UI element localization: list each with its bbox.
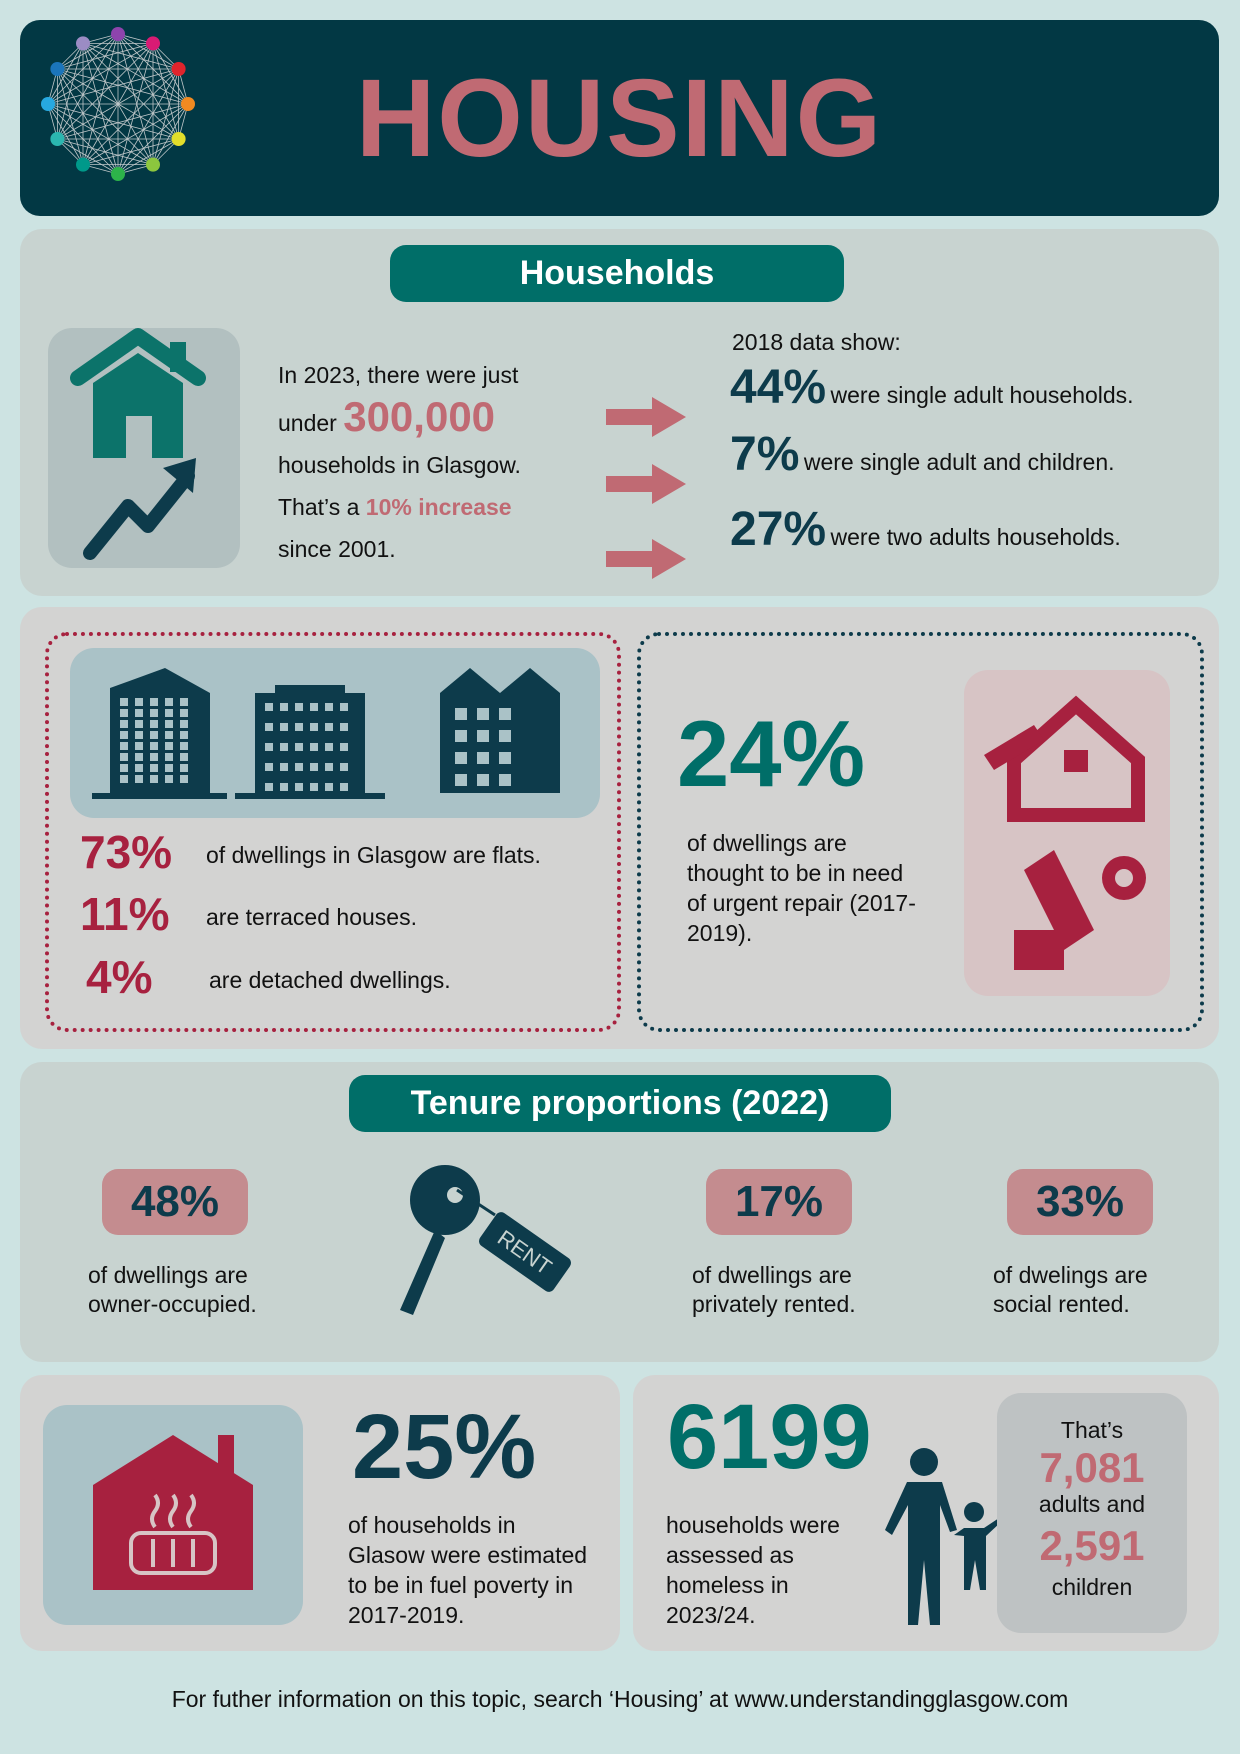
homeless-text: households were assessed as homeless in … (666, 1512, 840, 1628)
household-stat: 44% were single adult households. (730, 361, 1134, 414)
tenure-value-badge: 48% (102, 1169, 248, 1235)
dwelling-type-value: 11% (80, 888, 170, 940)
households-heading: Households (390, 245, 844, 302)
house-growth-card (48, 328, 240, 568)
household-stat: 27% were two adults households. (730, 503, 1121, 556)
logo-node (111, 167, 125, 181)
tenure-text: of dwelings are social rented. (993, 1262, 1148, 1317)
buildings-icon (92, 668, 560, 808)
tenure-value-badge: 17% (706, 1169, 852, 1235)
dwelling-types-box (45, 632, 621, 1032)
children-value: 2,591 (1039, 1522, 1145, 1570)
households-count: 300,000 (343, 393, 496, 440)
adults-value: 7,081 (1039, 1443, 1145, 1491)
logo-node (146, 157, 160, 172)
logo-node (50, 62, 65, 76)
page-title: HOUSING (355, 57, 884, 180)
dwelling-type-value: 73% (80, 826, 173, 878)
dwelling-type-value: 4% (86, 951, 153, 1003)
arrow-icon (606, 539, 686, 579)
dwelling-type-text: are terraced houses. (206, 904, 417, 930)
tenure-text: of dwellings are privately rented. (692, 1262, 856, 1317)
header-banner: HOUSING (20, 20, 1219, 216)
logo-node (146, 36, 160, 51)
dwelling-type-text: of dwellings in Glasgow are flats. (206, 842, 541, 868)
logo-node (76, 36, 90, 51)
tenure-text: of dwellings are owner-occupied. (88, 1262, 257, 1317)
repair-value: 24% (677, 701, 866, 806)
arrow-icon (606, 397, 686, 437)
logo-node (171, 132, 186, 146)
logo-node (41, 97, 55, 111)
homeless-value: 6199 (667, 1386, 872, 1488)
logo-node (76, 157, 90, 172)
buildings-card (70, 648, 600, 818)
tenure-value-badge: 33% (1007, 1169, 1153, 1235)
rent-key-icon: RENT (400, 1165, 571, 1315)
heater-card (43, 1405, 303, 1625)
logo-node (181, 97, 195, 111)
fuel-text: of households in Glasow were estimated t… (348, 1512, 588, 1628)
arrow-icon (606, 464, 686, 504)
dwelling-type-text: are detached dwellings. (209, 967, 451, 993)
footer-text[interactable]: For futher information on this topic, se… (171, 1686, 1069, 1712)
data-label: 2018 data show: (732, 329, 901, 355)
repair-text: of dwellings are thought to be in need o… (687, 830, 916, 946)
house-growth-icon (70, 328, 206, 560)
repair-box (637, 632, 1204, 1032)
logo-node (171, 62, 186, 76)
household-stat: 7% were single adult and children. (730, 428, 1115, 481)
tenure-heading: Tenure proportions (2022) (349, 1075, 891, 1132)
repair-card (964, 670, 1170, 996)
logo-node (50, 132, 65, 146)
parent-child-icon (885, 1448, 1001, 1625)
households-intro: In 2023, there were just under 300,000 h… (278, 362, 521, 562)
homeless-breakdown-card: That’s 7,081 adults and 2,591 children (997, 1393, 1187, 1633)
repair-tools-icon (984, 695, 1146, 970)
logo-node (111, 27, 125, 41)
network-globe-logo (41, 27, 195, 181)
fuel-value: 25% (352, 1396, 537, 1498)
heated-house-icon (93, 1435, 253, 1590)
